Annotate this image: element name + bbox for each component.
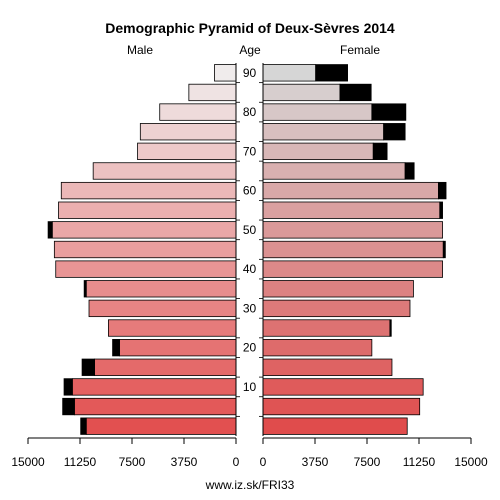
female-bar-55-59 [262, 201, 441, 219]
female-excess-55-59 [439, 201, 443, 219]
male-bar-20-24 [119, 339, 237, 357]
female-bar-10-14 [262, 378, 424, 396]
female-bar-75-79 [262, 123, 385, 141]
male-bar-50-54 [51, 221, 237, 239]
age-label-20: 20 [243, 341, 257, 355]
female-bar-85-89 [262, 83, 341, 102]
female-x-tick-label: 15000 [454, 455, 488, 469]
male-bar-10-14 [71, 378, 237, 396]
female-x-tick-label: 0 [260, 455, 267, 469]
female-excess-85-89 [339, 83, 372, 102]
age-label: Age [239, 43, 261, 57]
male-x-tick-label: 11250 [64, 455, 97, 469]
female-bar-40-44 [262, 260, 443, 278]
male-bar-45-49 [53, 240, 237, 259]
male-x-tick-label: 3750 [171, 455, 198, 469]
female-bar-65-69 [262, 162, 406, 180]
female-bar-30-34 [262, 299, 411, 318]
axes: 10 20 30 40 50 60 70 80 90 15000 11250 7500 3750 0 0 37… [11, 63, 488, 469]
male-excess-0-4 [80, 417, 87, 435]
female-bar-35-39 [262, 280, 414, 298]
age-label-90: 90 [243, 66, 257, 80]
male-bar-40-44 [55, 260, 237, 278]
age-label-40: 40 [243, 262, 257, 276]
female-excess-90+ [315, 64, 348, 82]
female-bar-60-64 [262, 181, 439, 200]
male-excess-10-14 [63, 378, 73, 396]
female-excess-70-74 [372, 142, 388, 160]
male-excess-35-39 [83, 280, 87, 298]
female-excess-75-79 [383, 123, 406, 141]
female-x-tick-label: 3750 [302, 455, 329, 469]
male-bar-70-74 [137, 142, 237, 160]
male-bar-60-64 [60, 181, 237, 200]
male-label: Male [127, 43, 153, 57]
female-bar-5-9 [262, 397, 421, 416]
male-bar-30-34 [88, 299, 237, 318]
male-x-tick-label: 0 [233, 455, 240, 469]
female-bar-45-49 [262, 240, 444, 259]
male-excess-5-9 [62, 397, 75, 416]
male-bar-0-4 [85, 417, 237, 435]
male-excess-20-24 [112, 339, 120, 357]
chart-title: Demographic Pyramid of Deux-Sèvres 2014 [105, 20, 395, 36]
female-bar-15-19 [262, 358, 393, 376]
female-label: Female [340, 43, 380, 57]
age-label-60: 60 [243, 184, 257, 198]
male-bar-35-39 [85, 280, 237, 298]
female-excess-45-49 [442, 240, 446, 259]
female-bar-25-29 [262, 319, 391, 337]
female-bar-20-24 [262, 339, 373, 357]
male-bar-55-59 [58, 201, 237, 219]
male-bar-5-9 [74, 397, 237, 416]
male-bar-15-19 [94, 358, 237, 376]
female-bar-80-84 [262, 103, 373, 121]
female-bar-0-4 [262, 417, 408, 435]
female-x-tick-label: 7500 [354, 455, 381, 469]
female-excess-60-64 [438, 181, 447, 200]
male-x-tick-label: 15000 [11, 455, 45, 469]
age-label-10: 10 [243, 380, 257, 394]
female-bar-90+ [262, 64, 317, 82]
male-bar-75-79 [139, 123, 237, 141]
age-label-80: 80 [243, 105, 257, 119]
male-bars [47, 64, 237, 435]
male-bar-85-89 [188, 83, 237, 102]
male-excess-50-54 [47, 221, 53, 239]
male-x-tick-label: 7500 [119, 455, 146, 469]
age-label-30: 30 [243, 301, 257, 315]
female-excess-80-84 [371, 103, 407, 121]
source-footer: www.iz.sk/FRI33 [205, 478, 295, 492]
female-excess-25-29 [389, 319, 392, 337]
female-excess-65-69 [404, 162, 415, 180]
male-excess-15-19 [81, 358, 95, 376]
male-bar-80-84 [159, 103, 237, 121]
female-x-tick-label: 11250 [403, 455, 436, 469]
age-label-50: 50 [243, 223, 257, 237]
female-bar-70-74 [262, 142, 374, 160]
female-bars [262, 64, 447, 435]
age-label-70: 70 [243, 144, 257, 158]
male-bar-90+ [214, 64, 237, 82]
female-bar-50-54 [262, 221, 443, 239]
male-bar-25-29 [108, 319, 237, 337]
male-bar-65-69 [92, 162, 237, 180]
